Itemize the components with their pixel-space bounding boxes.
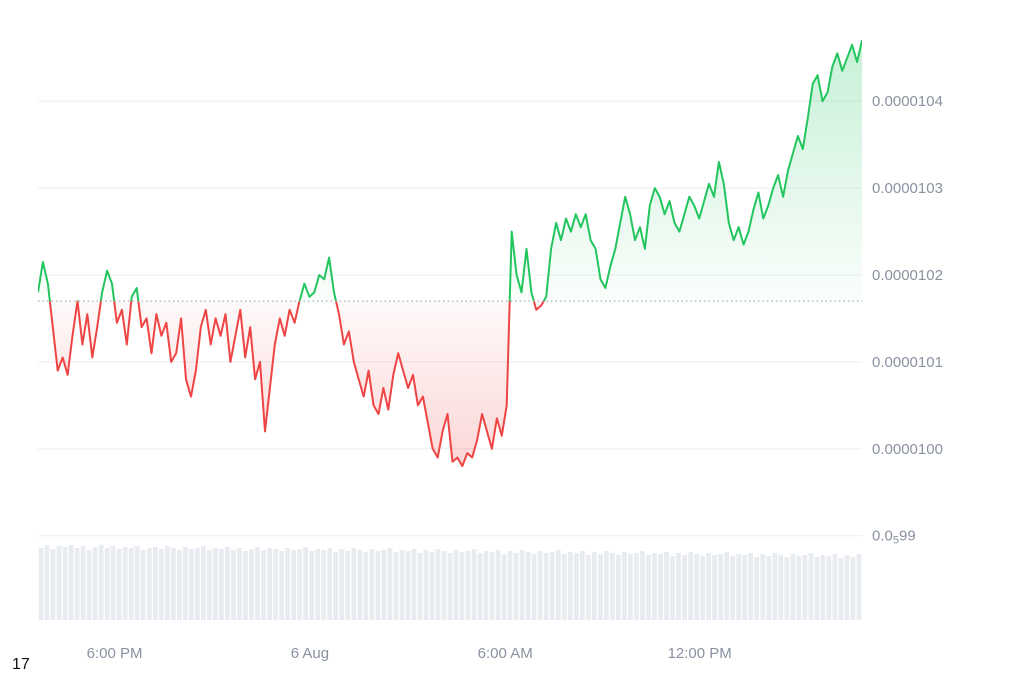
x-axis-tick-label: 6:00 PM	[87, 645, 143, 662]
y-axis-tick-label: 0.0599	[872, 528, 916, 547]
price-line	[38, 40, 862, 468]
x-axis-tick-label: 12:00 PM	[668, 645, 732, 662]
y-axis-tick-label: 0.0000103	[872, 180, 943, 197]
page-footnote: 17	[12, 656, 30, 673]
x-axis-tick-label: 6 Aug	[291, 645, 329, 662]
volume-bars	[38, 545, 862, 620]
gridlines	[38, 100, 862, 537]
y-axis-tick-label: 0.0000102	[872, 267, 943, 284]
y-axis-labels: 0.0000104 0.0000103 0.0000102 0.0000101 0.00…	[872, 93, 943, 547]
y-axis-tick-label: 0.0000101	[872, 354, 943, 371]
y-axis-tick-label: 0.0000100	[872, 441, 943, 458]
x-axis-labels: 6:00 PM 6 Aug 6:00 AM 12:00 PM	[87, 645, 732, 662]
y-axis-tick-label: 0.0000104	[872, 93, 943, 110]
x-axis-tick-label: 6:00 AM	[478, 645, 533, 662]
